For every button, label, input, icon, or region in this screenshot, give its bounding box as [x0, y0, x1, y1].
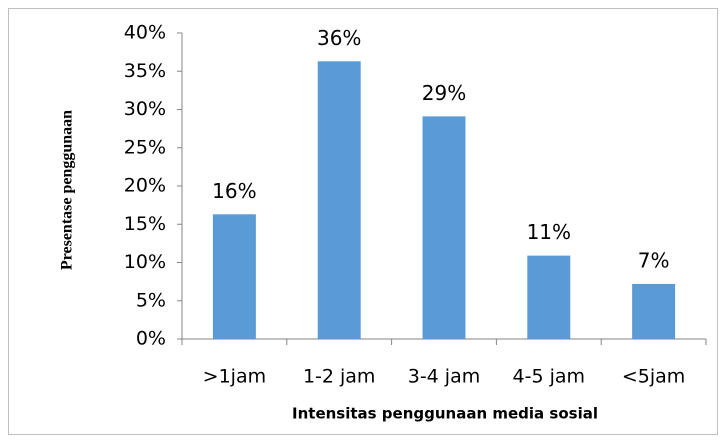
x-tick-label: 3-4 jam: [408, 366, 481, 388]
data-label: 36%: [317, 26, 361, 50]
y-tick-label: 20%: [124, 175, 166, 197]
y-tick-label: 35%: [124, 60, 166, 82]
data-label: 29%: [422, 81, 466, 105]
x-tick-label: 1-2 jam: [303, 366, 376, 388]
x-tick-label: 4-5 jam: [513, 366, 586, 388]
y-tick-label: 40%: [124, 22, 166, 44]
bar: [632, 283, 676, 339]
data-label: 7%: [638, 248, 670, 272]
data-label: 16%: [212, 179, 256, 203]
y-tick-label: 0%: [136, 328, 166, 350]
bar: [317, 61, 361, 340]
y-tick-label: 30%: [124, 98, 166, 120]
bar: [422, 116, 466, 339]
x-tick-label: <5jam: [622, 366, 685, 388]
data-label: 11%: [527, 220, 571, 244]
y-tick-label: 10%: [124, 251, 166, 273]
bar: [527, 255, 571, 339]
x-axis-title: Intensitas penggunaan media sosial: [292, 405, 598, 423]
y-tick-label: 5%: [136, 289, 166, 311]
x-tick-label: >1jam: [203, 366, 266, 388]
chart-border: [8, 8, 718, 435]
y-axis-title: Presentase penggunaan: [59, 110, 76, 270]
y-tick-label: 25%: [124, 136, 166, 158]
bar: [212, 214, 256, 339]
y-tick-label: 15%: [124, 213, 166, 235]
